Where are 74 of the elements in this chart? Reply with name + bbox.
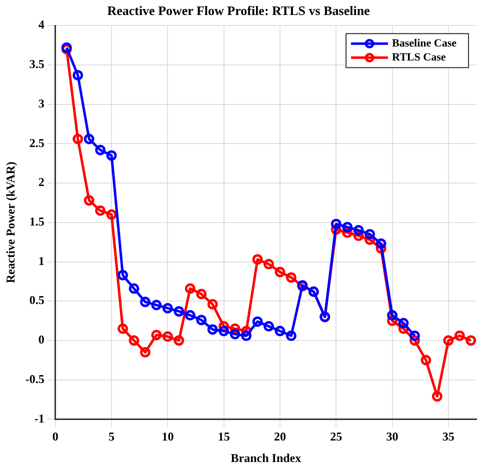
point	[151, 300, 162, 310]
y-tick-label: 3.5	[29, 57, 44, 72]
point	[342, 222, 353, 232]
point	[252, 316, 263, 327]
y-tick-label: 4	[38, 18, 44, 32]
point	[241, 330, 252, 342]
point	[274, 266, 286, 278]
point	[140, 296, 150, 308]
y-tick-label: -0.5	[25, 372, 44, 386]
point	[95, 205, 106, 216]
point	[466, 335, 476, 346]
x-tick-label: 25	[330, 429, 342, 444]
point	[454, 330, 465, 342]
point	[420, 354, 432, 366]
point	[84, 195, 94, 206]
point	[106, 150, 117, 161]
point	[84, 134, 94, 144]
y-tick-label: 2	[38, 175, 44, 190]
x-axis-title: Branch Index	[230, 450, 302, 465]
x-tick-label: 15	[218, 429, 230, 444]
y-tick-label: 3	[38, 96, 44, 110]
point	[409, 330, 420, 342]
x-tick-label: 30	[386, 429, 398, 444]
point	[353, 225, 364, 236]
point	[140, 347, 150, 358]
point	[174, 335, 184, 346]
point	[128, 335, 140, 346]
y-axis-title: Reactive Power (kVAR)	[3, 162, 18, 284]
legend-label: RTLS Case	[392, 51, 446, 64]
point	[286, 330, 296, 342]
y-tick-label: 0	[38, 332, 44, 347]
y-tick-label: 2.5	[29, 136, 44, 150]
point	[162, 331, 173, 342]
legend-label: Baseline Case	[392, 37, 457, 50]
point	[432, 391, 442, 402]
point	[72, 134, 84, 144]
point	[128, 283, 140, 294]
point	[264, 321, 274, 332]
point	[184, 310, 196, 321]
point	[118, 323, 128, 334]
x-tick-label: 20	[274, 429, 286, 444]
point	[95, 144, 106, 156]
chart-title: Reactive Power Flow Profile: RTLS vs Baseline	[107, 3, 370, 18]
y-tick-label: 1.5	[29, 214, 44, 228]
point	[364, 228, 376, 240]
point	[162, 302, 173, 314]
point	[387, 310, 398, 321]
point	[196, 314, 207, 326]
point	[196, 288, 207, 300]
point	[72, 70, 84, 80]
y-tick-label: 0.5	[29, 293, 44, 308]
y-tick-label: 1	[38, 254, 44, 268]
point	[274, 326, 286, 336]
point	[207, 299, 218, 310]
point	[252, 254, 263, 265]
x-tick-label: 35	[442, 429, 454, 444]
point	[106, 209, 117, 220]
point	[286, 272, 296, 283]
point	[230, 328, 240, 340]
point	[443, 335, 454, 346]
point	[376, 238, 386, 249]
point	[184, 283, 196, 294]
point	[151, 330, 162, 340]
x-tick-label: 5	[108, 429, 115, 444]
point	[218, 326, 230, 336]
x-tick-label: 0	[52, 429, 58, 444]
point	[330, 218, 342, 230]
point	[398, 318, 409, 328]
point	[174, 306, 184, 317]
y-tick-label: -1	[34, 411, 44, 426]
point	[207, 324, 218, 335]
point	[118, 270, 128, 280]
point	[264, 258, 274, 270]
x-tick-label: 10	[162, 429, 174, 444]
